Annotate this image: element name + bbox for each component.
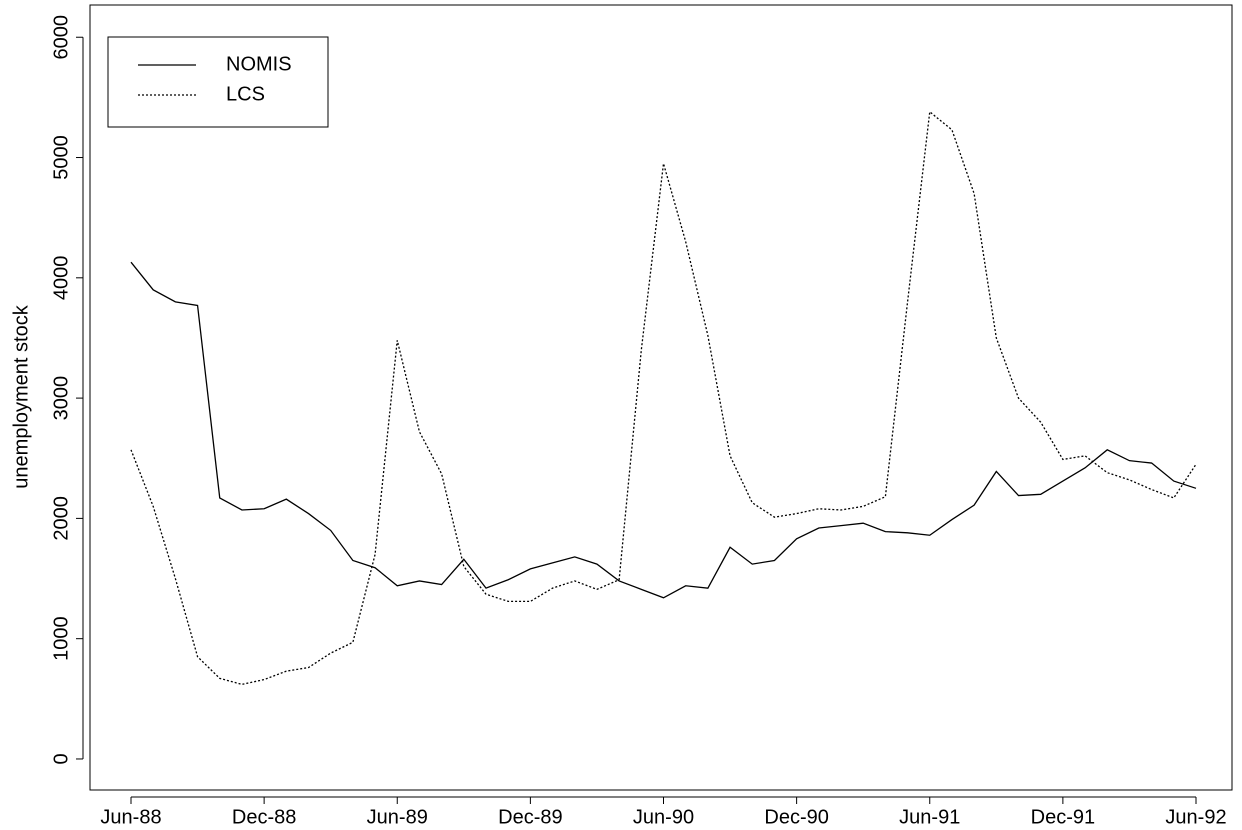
- legend-box: [107, 36, 329, 128]
- x-tick-label: Dec-88: [232, 806, 296, 828]
- y-tick-label: 3000: [50, 376, 72, 421]
- series-line: [130, 261, 1197, 599]
- y-tick-label: 5000: [50, 135, 72, 180]
- y-tick-label: 6000: [50, 15, 72, 60]
- y-tick-label: 1000: [50, 616, 72, 661]
- x-tick-label: Jun-90: [633, 806, 694, 828]
- x-tick-label: Dec-89: [498, 806, 562, 828]
- series-line: [130, 110, 1197, 686]
- plot-frame: [89, 4, 1233, 791]
- y-tick-label: 4000: [50, 256, 72, 301]
- y-tick-label: 0: [50, 753, 72, 764]
- legend-label: NOMIS: [226, 53, 292, 75]
- legend-label: LCS: [226, 83, 265, 105]
- y-tick-label: 2000: [50, 496, 72, 541]
- x-tick-label: Jun-92: [1165, 806, 1226, 828]
- x-tick-label: Jun-91: [899, 806, 960, 828]
- x-tick-label: Dec-91: [1031, 806, 1095, 828]
- y-axis-label: unemployment stock: [10, 304, 32, 488]
- x-tick-label: Dec-90: [764, 806, 828, 828]
- x-tick-label: Jun-88: [100, 806, 161, 828]
- x-tick-label: Jun-89: [367, 806, 428, 828]
